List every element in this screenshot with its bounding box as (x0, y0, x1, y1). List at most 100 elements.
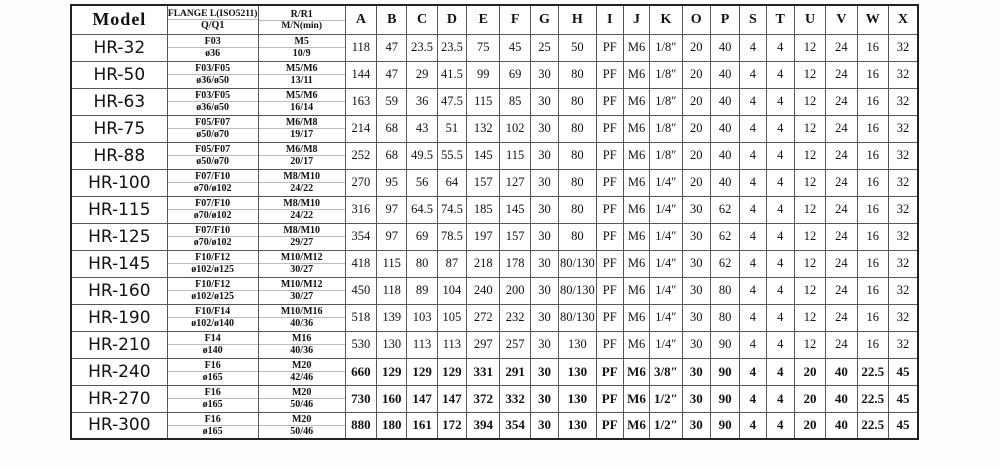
dim-cell-C: 29 (406, 60, 438, 89)
flange-cell-bottom: ø36/ø50 (196, 75, 230, 86)
dim-cell-G: 30 (529, 411, 560, 440)
dim-cell-V: 24 (825, 114, 858, 143)
rr1-cell-bottom: 24/22 (290, 210, 314, 221)
rr1-cell-top: M5/M6 (259, 90, 345, 102)
flange-cell-top: F14 (168, 333, 258, 345)
rr1-cell-bottom: 50/46 (290, 425, 314, 437)
rr1-cell-bottom: 50/46 (290, 399, 314, 410)
dim-cell-H: 130 (558, 384, 597, 413)
flange-cell: F07/F10 ø70/ø102 (166, 195, 259, 224)
table-body: HR-32 F03 ø36 M5 10/9 118 47 23.5 23.5 75 45 25 50 PF… (70, 33, 919, 440)
col-header-W: W (856, 4, 889, 35)
dim-cell-J: M6 (622, 357, 651, 386)
dim-cell-K: 1/8″ (649, 60, 683, 89)
rr1-header-line1: R/R1 (259, 9, 345, 21)
rr1-cell: M20 50/46 (257, 384, 346, 413)
flange-cell-bottom: ø165 (202, 372, 223, 383)
table-row: HR-125 F07/F10 ø70/ø102 M8/M10 29/27 354 97 69 7… (70, 222, 919, 251)
dim-cell-I: PF (595, 168, 624, 197)
dim-cell-X: 32 (887, 141, 919, 170)
dim-cell-G: 30 (529, 249, 560, 278)
dim-cell-K: 1/4″ (649, 168, 683, 197)
dim-cell-F: 69 (499, 60, 531, 89)
dim-cell-E: 297 (466, 330, 501, 359)
dim-cell-B: 139 (376, 303, 408, 332)
dim-cell-A: 163 (344, 87, 378, 116)
dim-cell-X: 32 (887, 330, 919, 359)
dim-cell-T: 4 (765, 141, 795, 170)
dim-cell-I: PF (595, 222, 624, 251)
dim-cell-O: 20 (681, 87, 711, 116)
dim-cell-A: 518 (344, 303, 378, 332)
rr1-cell-bottom: 29/27 (290, 237, 314, 248)
model-cell: HR-270 (70, 384, 168, 413)
flange-cell-top: F16 (168, 387, 258, 399)
col-header-U: U (793, 4, 827, 35)
dim-cell-V: 24 (825, 60, 858, 89)
dim-cell-I: PF (595, 87, 624, 116)
dim-cell-U: 12 (793, 222, 827, 251)
table-row: HR-270 F16 ø165 M20 50/46 730 160 147 147 372 332 3… (70, 384, 919, 413)
dim-cell-W: 16 (856, 276, 889, 305)
rr1-cell-top: M8/M10 (259, 198, 345, 210)
model-cell: HR-32 (70, 33, 168, 62)
dim-cell-T: 4 (765, 384, 795, 413)
dim-cell-K: 1/8″ (649, 114, 683, 143)
dim-cell-C: 23.5 (406, 33, 438, 62)
dim-cell-X: 32 (887, 114, 919, 143)
flange-cell: F16 ø165 (166, 357, 259, 386)
dim-cell-P: 90 (709, 384, 741, 413)
rr1-cell: M6/M8 19/17 (257, 114, 346, 143)
dim-cell-H: 130 (558, 357, 597, 386)
dim-cell-V: 24 (825, 330, 858, 359)
table-row: HR-190 F10/F14 ø102/ø140 M10/M16 40/36 518 139… (70, 303, 919, 332)
dim-cell-F: 332 (499, 384, 531, 413)
dim-cell-K: 1/8″ (649, 87, 683, 116)
dim-cell-V: 24 (825, 303, 858, 332)
dim-cell-P: 40 (709, 87, 741, 116)
dim-cell-H: 80 (558, 168, 597, 197)
dim-cell-F: 127 (499, 168, 531, 197)
dim-cell-A: 354 (344, 222, 378, 251)
dim-cell-S: 4 (739, 411, 767, 440)
dim-cell-C: 103 (406, 303, 438, 332)
dim-cell-W: 16 (856, 330, 889, 359)
flange-cell-top: F05/F07 (168, 144, 258, 156)
dim-cell-H: 80/130 (558, 303, 597, 332)
dim-cell-P: 62 (709, 249, 741, 278)
rr1-cell: M5/M6 16/14 (257, 87, 346, 116)
rr1-cell-top: M10/M16 (259, 306, 345, 318)
dim-cell-J: M6 (622, 411, 651, 440)
col-header-P: P (709, 4, 741, 35)
dim-cell-K: 1/2″ (649, 411, 683, 440)
flange-cell-top: F07/F10 (168, 198, 258, 210)
dim-cell-W: 16 (856, 114, 889, 143)
dim-cell-B: 180 (376, 411, 408, 440)
dim-cell-E: 372 (466, 384, 501, 413)
dim-cell-C: 43 (406, 114, 438, 143)
dim-cell-E: 99 (466, 60, 501, 89)
dim-cell-U: 12 (793, 141, 827, 170)
rr1-cell-bottom: 10/9 (292, 48, 311, 59)
dim-cell-I: PF (595, 195, 624, 224)
dim-cell-C: 147 (406, 384, 438, 413)
table-row: HR-240 F16 ø165 M20 42/46 660 129 129 129 331 291 3… (70, 357, 919, 386)
dim-cell-P: 40 (709, 168, 741, 197)
dim-cell-H: 80 (558, 60, 597, 89)
dim-cell-A: 270 (344, 168, 378, 197)
dim-cell-S: 4 (739, 249, 767, 278)
dim-cell-D: 78.5 (436, 222, 468, 251)
dim-cell-D: 87 (436, 249, 468, 278)
flange-cell: F03 ø36 (166, 33, 259, 62)
dim-cell-F: 85 (499, 87, 531, 116)
dim-cell-F: 291 (499, 357, 531, 386)
col-header-flange: FLANGE L(ISO5211) Q/Q1 (166, 4, 259, 35)
dim-cell-B: 97 (376, 195, 408, 224)
dim-cell-J: M6 (622, 276, 651, 305)
rr1-cell: M5 10/9 (257, 33, 346, 62)
dim-cell-V: 24 (825, 195, 858, 224)
dim-cell-D: 47.5 (436, 87, 468, 116)
table-row: HR-63 F03/F05 ø36/ø50 M5/M6 16/14 163 59 36 47.5… (70, 87, 919, 116)
dim-cell-A: 214 (344, 114, 378, 143)
model-cell: HR-240 (70, 357, 168, 386)
